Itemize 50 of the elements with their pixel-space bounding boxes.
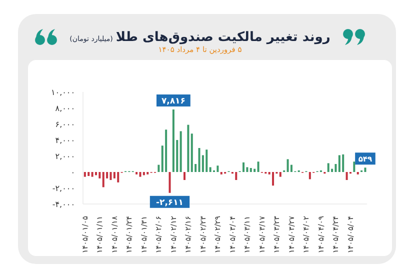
bar	[254, 168, 256, 172]
bar	[88, 172, 90, 176]
bar	[98, 172, 101, 178]
bar	[165, 130, 168, 172]
bar	[102, 172, 104, 188]
bar	[209, 167, 212, 172]
bar	[84, 172, 86, 177]
data-label: ۷,۸۱۶	[161, 96, 186, 106]
bar	[172, 109, 174, 172]
y-tick-label: ۴,۰۰۰	[55, 136, 75, 145]
bar	[308, 172, 311, 180]
bar	[110, 172, 112, 180]
bar	[346, 172, 348, 180]
bar	[216, 166, 219, 172]
bar	[187, 124, 190, 172]
bar	[91, 172, 94, 177]
bar	[342, 154, 344, 172]
bar	[168, 172, 171, 193]
y-tick-label: ۸,۰۰۰	[55, 104, 75, 113]
bar	[139, 172, 142, 177]
y-tick-label: -۴,۰۰۰	[52, 200, 75, 209]
y-tick-label: ۰	[70, 168, 75, 177]
bar	[206, 150, 208, 172]
bar	[113, 172, 116, 178]
bar	[235, 172, 238, 180]
bar	[327, 163, 330, 172]
bar	[184, 172, 186, 180]
bar	[272, 172, 274, 186]
y-tick-label: ۱۰,۰۰۰	[50, 88, 75, 97]
bar	[353, 162, 356, 172]
bar	[334, 164, 337, 172]
y-tick-label: -۲,۰۰۰	[52, 184, 75, 193]
bar	[198, 148, 200, 172]
bar	[117, 172, 120, 182]
bar	[286, 159, 289, 172]
bar	[338, 155, 340, 172]
bar	[180, 131, 182, 172]
y-tick-label: ۲,۰۰۰	[55, 152, 75, 161]
bar	[158, 164, 160, 172]
bar	[242, 162, 245, 172]
bar	[257, 162, 260, 172]
bar	[190, 134, 193, 172]
bar	[94, 172, 97, 176]
bar	[364, 168, 366, 172]
chart-title: روند تغییر مالکیت صندوق‌های طلا	[116, 30, 330, 45]
bar	[250, 168, 252, 172]
data-label: -۲,۶۱۱	[156, 198, 184, 208]
bar	[142, 172, 145, 176]
y-tick-label: ۶,۰۰۰	[55, 120, 75, 129]
bar	[279, 172, 282, 177]
